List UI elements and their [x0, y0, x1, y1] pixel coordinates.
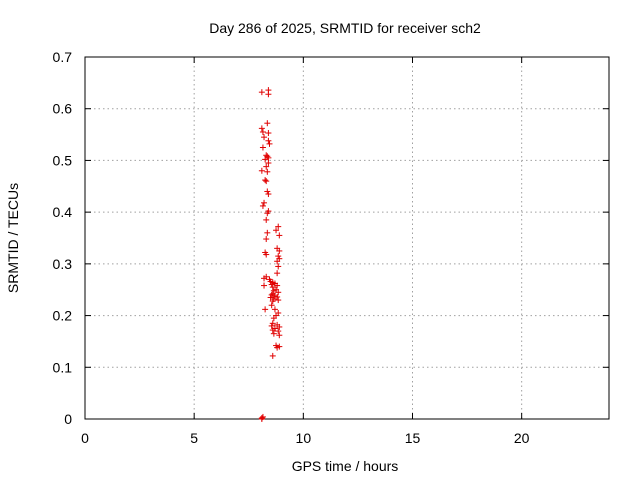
plot-frame — [84, 56, 610, 420]
x-tick-labels: 0 5 10 15 20 — [81, 430, 530, 446]
y-tick-labels: 0 0.1 0.2 0.3 0.4 0.5 0.6 0.7 — [53, 49, 73, 427]
data-point — [274, 282, 281, 289]
data-point — [270, 315, 277, 322]
data-point — [261, 275, 268, 282]
data-point — [264, 168, 271, 175]
data-point — [268, 302, 275, 309]
axis-ticks — [84, 56, 609, 420]
y-tick-label: 0.5 — [53, 152, 73, 168]
data-point — [269, 284, 276, 291]
x-axis-label: GPS time / hours — [292, 458, 399, 474]
x-tick-label: 10 — [296, 430, 312, 446]
data-point — [265, 137, 272, 144]
data-point — [275, 297, 282, 304]
data-point — [258, 89, 265, 96]
y-tick-label: 0.6 — [53, 101, 73, 117]
x-tick-label: 15 — [405, 430, 421, 446]
data-point — [265, 160, 272, 167]
data-point — [264, 229, 271, 236]
data-point — [274, 270, 281, 277]
data-point — [263, 216, 270, 223]
data-point — [267, 294, 274, 301]
data-point — [269, 298, 276, 305]
x-tick-label: 0 — [81, 430, 89, 446]
y-tick-label: 0.7 — [53, 49, 73, 65]
data-point — [262, 306, 269, 313]
y-tick-label: 0.1 — [53, 359, 73, 375]
data-point — [258, 167, 265, 174]
data-point — [266, 140, 273, 147]
data-point — [265, 191, 272, 198]
data-point — [263, 236, 270, 243]
data-point — [264, 188, 271, 195]
data-point — [275, 263, 282, 270]
data-point — [275, 253, 282, 260]
data-point — [268, 281, 275, 288]
data-point — [269, 327, 276, 334]
data-point — [265, 130, 272, 137]
data-points — [258, 87, 283, 422]
y-tick-label: 0 — [64, 411, 72, 427]
data-point — [276, 332, 283, 339]
data-point — [274, 344, 281, 351]
data-point — [261, 199, 268, 206]
y-axis-label: SRMTID / TECUs — [5, 183, 21, 293]
data-point — [269, 352, 276, 359]
grid-lines — [85, 57, 609, 419]
data-point — [273, 227, 280, 234]
data-point — [259, 413, 266, 420]
data-point — [268, 322, 275, 329]
x-tick-label: 5 — [190, 430, 198, 446]
data-point — [275, 289, 282, 296]
data-point — [265, 154, 272, 161]
data-point — [259, 144, 266, 151]
chart-title: Day 286 of 2025, SRMTID for receiver sch… — [209, 20, 481, 36]
data-point — [259, 202, 266, 209]
data-point — [264, 120, 271, 127]
data-point — [262, 156, 269, 163]
data-point — [261, 134, 268, 141]
data-point — [276, 247, 283, 254]
data-point — [271, 306, 278, 313]
data-point — [259, 128, 266, 135]
data-point — [276, 323, 283, 330]
x-tick-label: 20 — [514, 430, 530, 446]
data-point — [264, 210, 271, 217]
y-tick-label: 0.3 — [53, 256, 73, 272]
data-point — [275, 328, 282, 335]
data-point — [268, 291, 275, 298]
data-point — [269, 320, 276, 327]
data-point — [270, 330, 277, 337]
data-point — [263, 178, 270, 185]
data-point — [270, 287, 277, 294]
data-point — [261, 282, 268, 289]
data-point — [263, 163, 270, 170]
data-point — [275, 223, 282, 230]
data-point — [274, 258, 281, 265]
y-tick-label: 0.4 — [53, 204, 73, 220]
y-tick-label: 0.2 — [53, 308, 73, 324]
data-point — [265, 91, 272, 98]
data-point — [262, 177, 269, 184]
data-point — [258, 125, 265, 132]
data-point — [276, 232, 283, 239]
data-point — [263, 251, 270, 258]
data-point — [274, 293, 281, 300]
